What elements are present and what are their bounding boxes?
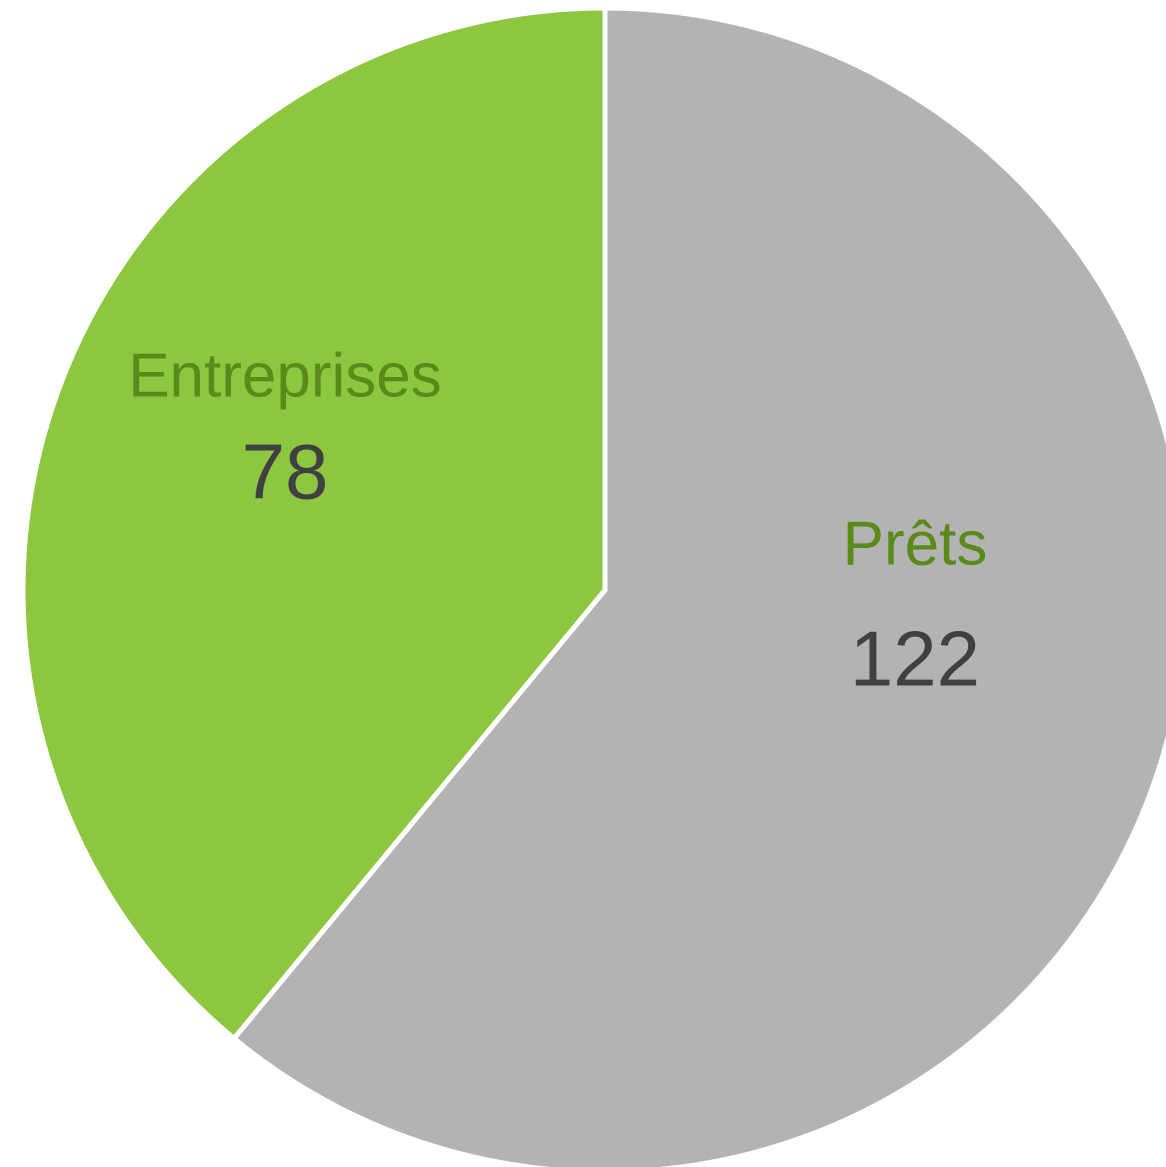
slice-label: Prêts <box>843 509 988 578</box>
pie-slice <box>20 5 608 1042</box>
slice-value: 122 <box>850 615 980 703</box>
slice-label: Entreprises <box>128 341 442 410</box>
pie-slice <box>230 5 1166 1167</box>
slice-value: 78 <box>242 428 329 516</box>
